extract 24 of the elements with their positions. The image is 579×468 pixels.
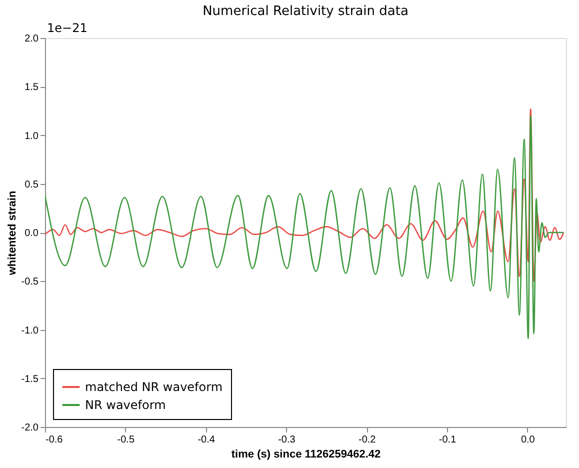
x-tick-label: -0.1 xyxy=(438,434,457,446)
y-tick-label: 0.5 xyxy=(24,179,39,190)
line-series xyxy=(45,115,564,340)
chart-title: Numerical Relativity strain data xyxy=(202,4,408,19)
y-tick-label: -0.5 xyxy=(21,276,39,288)
x-tick-label: -0.5 xyxy=(117,434,135,446)
x-tick-label: -0.3 xyxy=(278,434,296,446)
x-tick-label: -0.4 xyxy=(198,434,216,446)
x-axis-title: time (s) since 1126259462.42 xyxy=(231,448,381,460)
y-tick-label: 1.0 xyxy=(24,130,39,142)
y-tick-label: -2.0 xyxy=(21,422,39,434)
y-tick-label: 0.0 xyxy=(24,228,39,239)
text: 1e−21 xyxy=(47,21,88,35)
y-tick-label: -1.5 xyxy=(21,374,39,385)
x-tick-label: -0.6 xyxy=(46,434,64,446)
x-tick-label: 0.0 xyxy=(520,434,536,446)
legend-label: matched NR waveform xyxy=(85,380,223,394)
legend-label: NR waveform xyxy=(85,398,166,412)
y-tick-label: 2.0 xyxy=(24,34,39,44)
y-axis-title: whitented strain xyxy=(6,190,18,276)
line-series xyxy=(45,108,564,282)
y-tick-label: 1.5 xyxy=(24,82,39,94)
y-tick-label: -1.0 xyxy=(21,325,39,336)
x-tick-label: -0.2 xyxy=(358,434,376,446)
